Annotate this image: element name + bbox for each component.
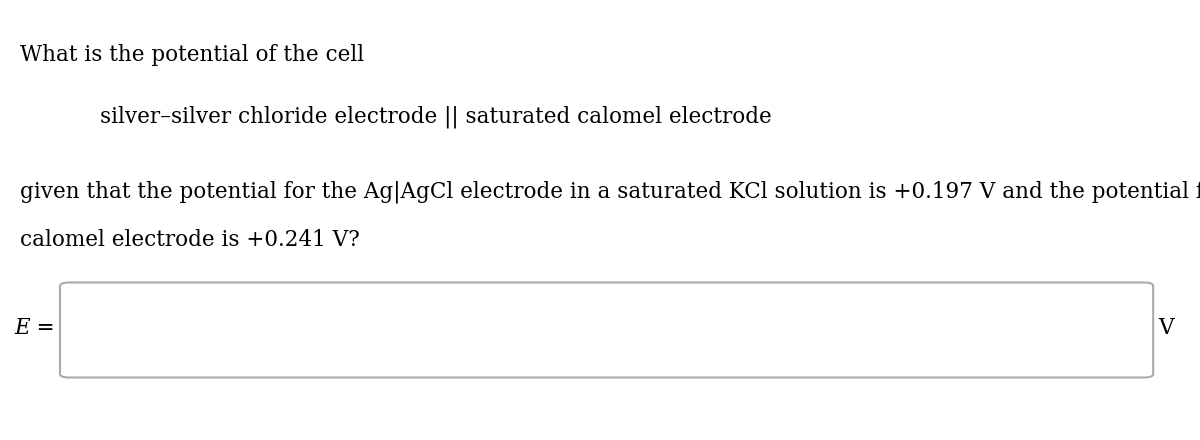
Text: given that the potential for the Ag|AgCl electrode in a saturated KCl solution i: given that the potential for the Ag|AgCl…	[20, 180, 1200, 203]
Text: calomel electrode is +0.241 V?: calomel electrode is +0.241 V?	[20, 229, 360, 251]
FancyBboxPatch shape	[60, 282, 1153, 378]
Text: What is the potential of the cell: What is the potential of the cell	[20, 44, 365, 66]
Text: silver–silver chloride electrode || saturated calomel electrode: silver–silver chloride electrode || satu…	[100, 105, 772, 128]
Text: E =: E =	[14, 317, 55, 339]
Text: V: V	[1158, 317, 1174, 339]
